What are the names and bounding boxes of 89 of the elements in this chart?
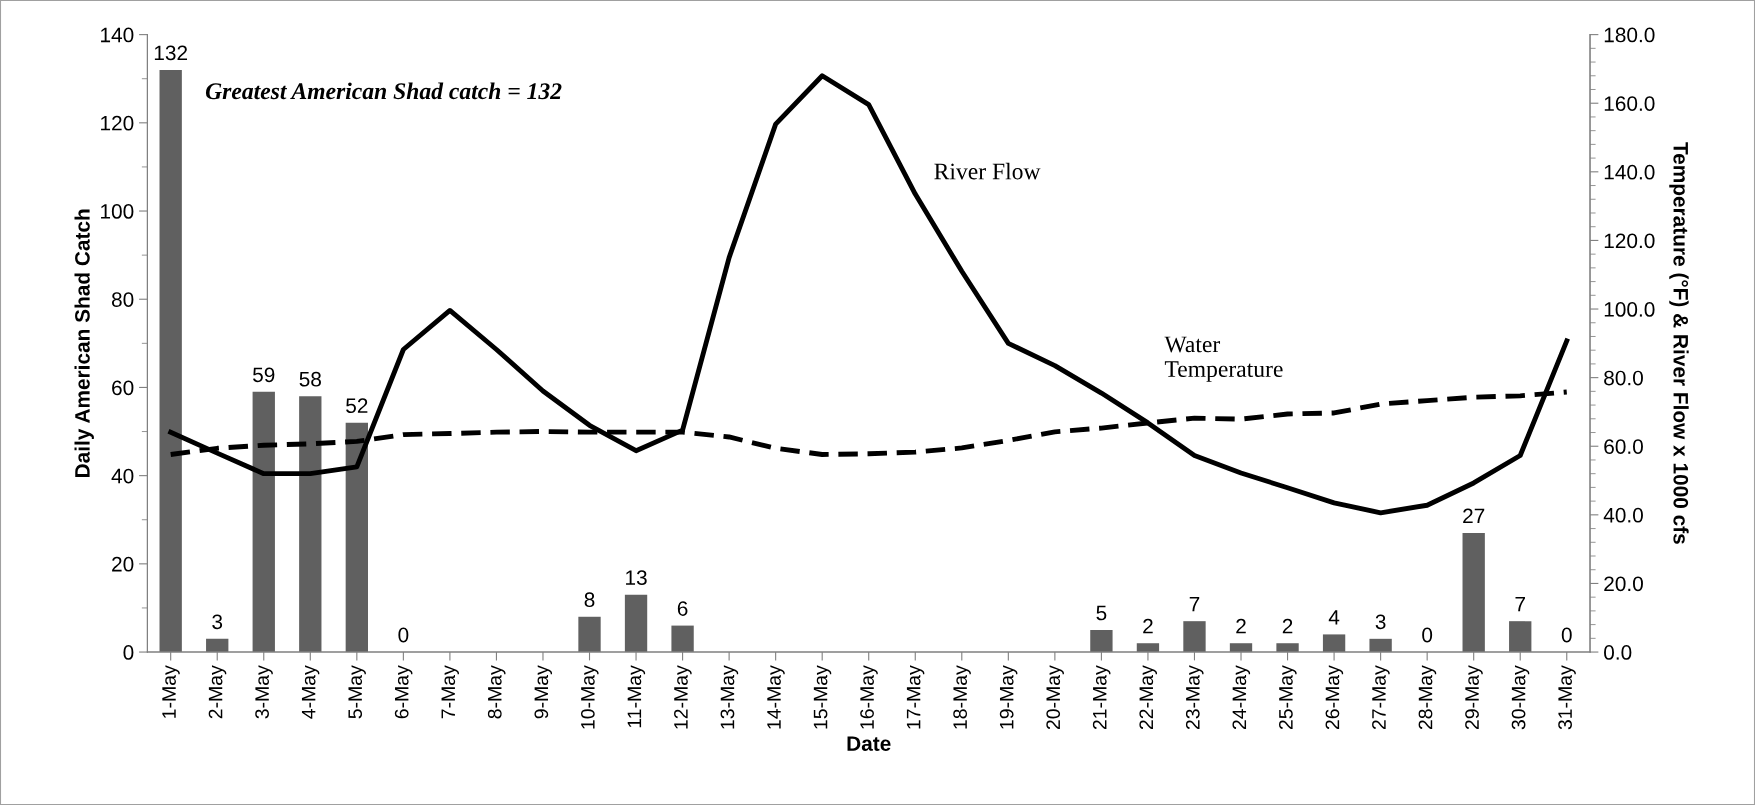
data-label: 4 [1328,610,1340,625]
data-label: 13 [626,570,647,586]
x-tick-label: 17-May [906,665,925,729]
y2-tick-label: 40.0 [1603,507,1643,523]
x-tick-label: 30-May [1511,665,1530,730]
y-tick-label: 60 [112,380,134,396]
annotation: Greatest American Shad catch = 132 [205,82,562,100]
x-tick-label: 18-May [953,665,971,729]
x-tick-label: 2-May [208,665,227,719]
x-tick-label: 21-May [1092,665,1111,730]
y-tick-label: 20 [112,556,134,572]
y-tick-label: 100 [101,204,134,219]
x-tick-label: 23-May [1185,665,1204,730]
data-label: 0 [1422,627,1433,643]
x-tick-label: 14-May [767,665,785,729]
bar [624,594,648,653]
x-tick-label: 16-May [860,665,878,729]
x-axis-title: Date [847,736,891,751]
y2-tick-label: 160.0 [1604,96,1655,111]
x-tick-label: 9-May [534,665,553,719]
data-label: 7 [1189,596,1200,612]
y2-tick-label: 0.0 [1604,645,1632,660]
bar [1183,621,1206,653]
x-tick-label: 24-May [1232,665,1251,730]
x-tick-label: 15-May [813,665,832,729]
data-label: 58 [299,371,321,387]
x-tick-label: 25-May [1279,665,1297,730]
y-tick-label: 80 [111,292,134,307]
data-label: 3 [212,614,223,630]
bar [1509,621,1532,653]
x-tick-label: 22-May [1139,665,1157,730]
data-label: 52 [346,398,368,414]
x-tick-label: 27-May [1372,665,1390,730]
data-label: 2 [1282,618,1293,634]
bar [1276,643,1299,653]
x-tick-label: 13-May [720,665,739,729]
data-label: 27 [1463,508,1485,524]
data-label: 6 [677,601,688,616]
x-tick-label: 6-May [394,665,413,719]
data-label: 59 [253,367,275,383]
bar [345,422,368,653]
x-tick-label: 7-May [441,665,459,719]
y2-tick-label: 100.0 [1604,302,1655,317]
data-label: 2 [1236,618,1246,634]
y-tick-label: 40 [111,468,134,484]
x-tick-label: 26-May [1325,665,1344,730]
y2-tick-label: 180.0 [1604,27,1655,43]
x-tick-label: 5-May [348,665,366,719]
bar [1369,638,1392,653]
bar [578,616,601,653]
bar [671,625,694,653]
y2-tick-label: 80.0 [1604,370,1643,386]
x-tick-label: 8-May [487,665,506,719]
data-label: 0 [1561,627,1572,643]
data-label: 5 [1096,605,1107,621]
data-label: 8 [584,592,595,608]
bar [1322,634,1346,653]
x-tick-label: 29-May [1465,665,1483,730]
x-tick-label: 3-May [255,665,273,719]
data-label: 3 [1375,614,1386,630]
x-tick-label: 31-May [1558,665,1576,730]
y2-tick-label: 140.0 [1604,164,1655,180]
x-tick-label: 10-May [580,665,599,729]
y2-tick-label: 120.0 [1604,233,1655,249]
y2-axis-title: Temperature (°F) & River Flow x 1000 cfs [1669,142,1689,544]
x-tick-label: 28-May [1418,665,1437,730]
x-tick-label: 20-May [1046,665,1064,730]
bar [1462,532,1485,653]
y2-tick-label: 60.0 [1604,439,1643,454]
x-tick-label: 11-May [627,665,646,728]
y-tick-label: 120 [101,115,134,131]
bar [1090,630,1113,653]
y2-tick-label: 20.0 [1604,576,1643,592]
x-tick-label: 1-May [162,665,180,718]
data-label: 132 [154,45,188,61]
y-tick-label: 0 [123,645,134,660]
y-tick-label: 140 [101,27,134,43]
x-tick-label: 4-May [301,665,320,719]
bar [252,391,275,653]
bar [299,396,322,653]
annotation: Water Temperature [1164,336,1283,382]
x-tick-label: 19-May [999,665,1018,729]
bar [159,69,182,653]
data-label: 7 [1515,596,1525,612]
data-label: 2 [1143,618,1153,634]
x-tick-label: 12-May [674,665,692,729]
data-label: 0 [398,627,409,643]
y-axis-title: Daily American Shad Catch [74,209,94,477]
annotation: River Flow [934,162,1041,180]
